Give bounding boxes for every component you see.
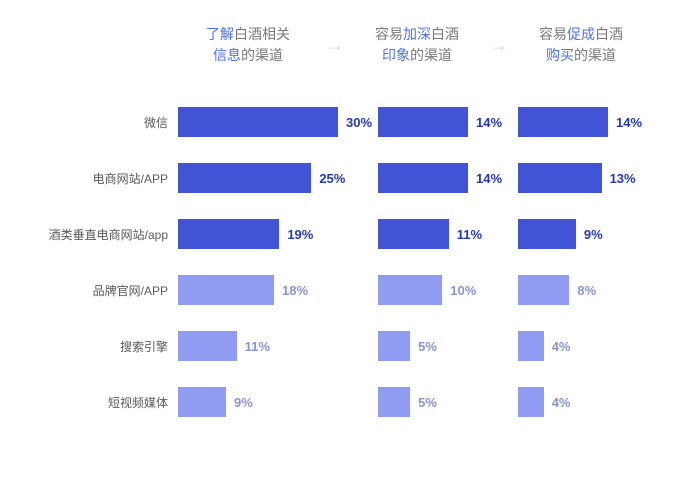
category-label: 微信 bbox=[32, 114, 178, 131]
header-1-line2-nm: 的渠道 bbox=[241, 47, 283, 63]
bar bbox=[378, 219, 449, 249]
category-label: 酒类垂直电商网站/app bbox=[32, 226, 178, 243]
bar-cell: 4% bbox=[518, 331, 658, 361]
bar-value: 14% bbox=[476, 115, 502, 130]
bar-cell: 4% bbox=[518, 387, 658, 417]
bar-cell: 11% bbox=[378, 219, 518, 249]
bar bbox=[178, 275, 274, 305]
bar-cell: 14% bbox=[378, 107, 518, 137]
table-row: 搜索引擎 11% 5% 4% bbox=[32, 318, 657, 374]
bar-value: 25% bbox=[319, 171, 345, 186]
header-1-line1-nm: 白酒相关 bbox=[234, 26, 290, 42]
bar bbox=[378, 275, 442, 305]
bar-value: 18% bbox=[282, 283, 308, 298]
bar-value: 19% bbox=[287, 227, 313, 242]
bar-value: 14% bbox=[476, 171, 502, 186]
bar-cell: 11% bbox=[178, 331, 378, 361]
header-1-line2-hl: 信息 bbox=[213, 47, 241, 63]
header-2-line2-hl: 印象 bbox=[382, 47, 410, 63]
bar-value: 10% bbox=[450, 283, 476, 298]
bar bbox=[518, 387, 544, 417]
bar bbox=[178, 163, 311, 193]
bar-value: 8% bbox=[577, 283, 596, 298]
header-3-line1-post: 白酒 bbox=[595, 26, 623, 42]
bar bbox=[378, 387, 410, 417]
header-col-1: 了解白酒相关 信息的渠道 bbox=[178, 24, 318, 66]
bar-cell: 5% bbox=[378, 331, 518, 361]
bar-cell: 13% bbox=[518, 163, 658, 193]
chart-headers: 了解白酒相关 信息的渠道 → 容易加深白酒 印象的渠道 → 容易促成白酒 购买的… bbox=[178, 24, 657, 66]
header-3-line2-nm: 的渠道 bbox=[574, 47, 616, 63]
bar-value: 13% bbox=[610, 171, 636, 186]
bar-cell: 9% bbox=[178, 387, 378, 417]
header-2-line1-hl: 加深 bbox=[403, 26, 431, 42]
table-row: 短视频媒体 9% 5% 4% bbox=[32, 374, 657, 430]
bar-value: 11% bbox=[245, 339, 270, 354]
arrow-icon: → bbox=[326, 35, 344, 56]
bar-cell: 18% bbox=[178, 275, 378, 305]
bar-value: 9% bbox=[584, 227, 603, 242]
bar-cell: 9% bbox=[518, 219, 658, 249]
arrow-icon: → bbox=[490, 35, 508, 56]
category-label: 电商网站/APP bbox=[32, 170, 178, 187]
bar-value: 4% bbox=[552, 339, 571, 354]
category-label: 搜索引擎 bbox=[32, 338, 178, 355]
header-3-line1-hl: 促成 bbox=[567, 26, 595, 42]
bar-cell: 19% bbox=[178, 219, 378, 249]
bar bbox=[518, 107, 608, 137]
header-3-line1-pre: 容易 bbox=[539, 26, 567, 42]
bar-value: 14% bbox=[616, 115, 642, 130]
category-label: 品牌官网/APP bbox=[32, 282, 178, 299]
header-col-3: 容易促成白酒 购买的渠道 bbox=[516, 24, 646, 66]
bar-cell: 5% bbox=[378, 387, 518, 417]
bar bbox=[378, 107, 468, 137]
chart-rows: 微信 30% 14% 14% 电商网站/APP 25% 14% 13% 酒类垂直电商网站/app… bbox=[32, 94, 657, 430]
header-2-line2-nm: 的渠道 bbox=[410, 47, 452, 63]
table-row: 电商网站/APP 25% 14% 13% bbox=[32, 150, 657, 206]
bar-value: 30% bbox=[346, 115, 372, 130]
bar bbox=[178, 107, 338, 137]
bar-value: 5% bbox=[418, 395, 437, 410]
bar bbox=[518, 331, 544, 361]
bar-cell: 14% bbox=[518, 107, 658, 137]
bar bbox=[178, 331, 237, 361]
bar bbox=[518, 219, 576, 249]
bar bbox=[518, 275, 569, 305]
bar bbox=[378, 163, 468, 193]
header-1-line1-hl: 了解 bbox=[206, 26, 234, 42]
bar-value: 11% bbox=[457, 227, 482, 242]
bar-value: 5% bbox=[418, 339, 437, 354]
bar-value: 4% bbox=[552, 395, 571, 410]
bar-cell: 10% bbox=[378, 275, 518, 305]
header-3-line2-hl: 购买 bbox=[546, 47, 574, 63]
header-2-line1-pre: 容易 bbox=[375, 26, 403, 42]
bar bbox=[178, 219, 279, 249]
bar bbox=[378, 331, 410, 361]
header-col-2: 容易加深白酒 印象的渠道 bbox=[352, 24, 482, 66]
bar bbox=[518, 163, 602, 193]
header-2-line1-post: 白酒 bbox=[431, 26, 459, 42]
bar-cell: 14% bbox=[378, 163, 518, 193]
category-label: 短视频媒体 bbox=[32, 394, 178, 411]
bar-value: 9% bbox=[234, 395, 253, 410]
table-row: 酒类垂直电商网站/app 19% 11% 9% bbox=[32, 206, 657, 262]
bar bbox=[178, 387, 226, 417]
table-row: 品牌官网/APP 18% 10% 8% bbox=[32, 262, 657, 318]
table-row: 微信 30% 14% 14% bbox=[32, 94, 657, 150]
bar-cell: 8% bbox=[518, 275, 658, 305]
bar-cell: 30% bbox=[178, 107, 378, 137]
bar-cell: 25% bbox=[178, 163, 378, 193]
